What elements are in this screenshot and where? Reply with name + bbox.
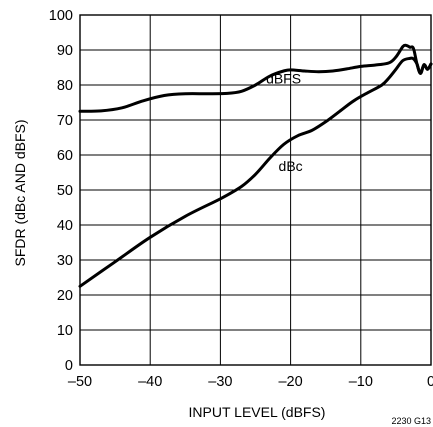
- y-tick-label: 100: [49, 8, 73, 24]
- plot-frame: [79, 14, 432, 366]
- x-tick-label: –30: [208, 374, 232, 390]
- series-annotation: dBc: [279, 158, 303, 174]
- annotations: dBFS dBc: [266, 70, 303, 174]
- series-annotation: dBFS: [266, 70, 301, 86]
- y-tick-label: 80: [57, 78, 73, 94]
- y-tick-label: 70: [57, 113, 73, 129]
- y-tick-label: 10: [57, 323, 73, 339]
- x-tick-label: –20: [278, 374, 302, 390]
- grid: [79, 14, 432, 366]
- series-line-dbfs: [78, 43, 433, 113]
- x-tick-label: 0: [427, 374, 433, 390]
- figure-id: 2230 G13: [391, 416, 431, 426]
- y-tick-label: 20: [57, 288, 73, 304]
- series-line-dbc: [78, 56, 433, 288]
- x-tick-labels: –50 –40 –30 –20 –10 0: [68, 374, 433, 390]
- y-tick-label: 90: [57, 43, 73, 59]
- x-tick-label: –40: [138, 374, 162, 390]
- y-tick-label: 40: [57, 218, 73, 234]
- y-tick-label: 0: [65, 358, 73, 374]
- y-tick-label: 50: [57, 183, 73, 199]
- x-tick-label: –10: [349, 374, 373, 390]
- y-tick-label: 30: [57, 253, 73, 269]
- y-tick-labels: 0 10 20 30 40 50 60 70 80 90 100: [49, 8, 73, 374]
- x-axis-label: INPUT LEVEL (dBFS): [189, 404, 326, 420]
- y-tick-label: 60: [57, 148, 73, 164]
- y-axis-label: SFDR (dBc AND dBFS): [12, 119, 28, 266]
- x-tick-label: –50: [68, 374, 92, 390]
- series-lines: [78, 43, 433, 288]
